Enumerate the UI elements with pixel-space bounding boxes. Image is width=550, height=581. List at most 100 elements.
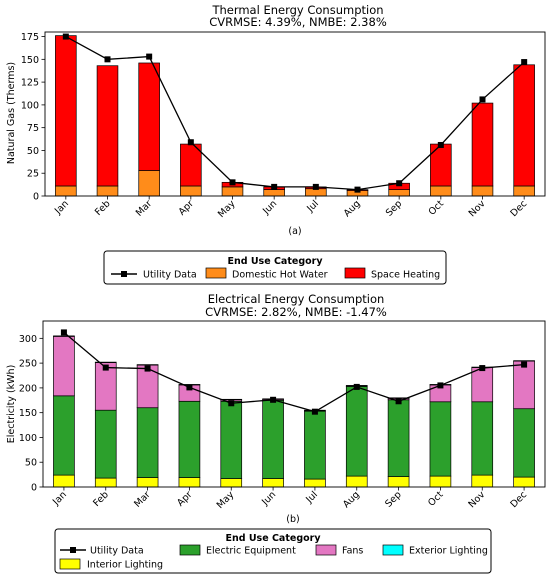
- chart-b-bar-jan-exterior-lighting: [53, 335, 75, 337]
- chart-a-utility-marker-apr: [187, 139, 194, 146]
- chart-a-xtick-label-dec: Dec: [509, 198, 530, 219]
- chart-a-utility-marker-aug: [354, 186, 361, 193]
- chart-b-bar-apr-electric-equipment: [178, 400, 201, 478]
- legend-b-interior-label: Interior Lighting: [87, 560, 163, 571]
- chart-b-axes-frame: [42, 320, 546, 488]
- chart-a-utility-marker-jun: [271, 183, 278, 190]
- legend-b-fans-swatch: [315, 544, 337, 556]
- legend-a-dhw-swatch: [205, 267, 227, 279]
- chart-b-xtick-label-nov: Nov: [466, 489, 487, 510]
- chart-a-bar-jan-space-heating: [55, 35, 77, 187]
- chart-b-xtick-label-may: May: [215, 489, 237, 511]
- chart-a-xtick-label-jul: Jul: [304, 198, 321, 215]
- legend-b-title: End Use Category: [225, 533, 321, 544]
- chart-b-bar-may-interior-lighting: [220, 478, 243, 488]
- chart-b-bar-dec-exterior-lighting: [513, 360, 535, 362]
- chart-a-title: Thermal Energy Consumption: [211, 3, 383, 17]
- chart-b-bar-jun-interior-lighting: [262, 478, 284, 488]
- chart-b-utility-marker-jul: [311, 408, 318, 415]
- chart-a-ytick-label: 50: [27, 146, 39, 157]
- chart-b-bar-dec-fans: [513, 360, 535, 410]
- chart-b-bar-may-electric-equipment: [220, 400, 243, 479]
- chart-a-ytick-label: 100: [21, 100, 39, 111]
- legend-b-utility-label: Utility Data: [90, 546, 144, 557]
- chart-b-bar-mar-exterior-lighting: [136, 364, 159, 366]
- chart-a-xtick-label-sep: Sep: [384, 198, 404, 218]
- legend-b-frame: [54, 528, 492, 574]
- chart-b-utility-marker-oct: [437, 382, 444, 389]
- chart-b-bar-sep-electric-equipment: [387, 399, 410, 477]
- chart-a-xtick-label-oct: Oct: [427, 198, 447, 218]
- legend-b-utility-marker: [70, 547, 76, 553]
- chart-b-utility-marker-mar: [144, 365, 151, 372]
- chart-a-bar-jun-domestic-hot-water: [263, 189, 285, 197]
- chart-a-ytick-label: 150: [21, 55, 39, 66]
- chart-b-bar-nov-interior-lighting: [471, 474, 494, 488]
- chart-a-plot: Jan Feb Mar Apr May Jun Jul Aug Sep Oct Nov Dec 0 25 5…: [21, 31, 546, 220]
- legend-a-dhw-label: Domestic Hot Water: [232, 270, 328, 281]
- chart-b-utility-marker-apr: [186, 384, 193, 391]
- legend-b-equipment-label: Electric Equipment: [206, 546, 296, 557]
- chart-b-bar-jun-electric-equipment: [262, 399, 284, 479]
- chart-a-xtick-label-jun: Jun: [260, 198, 279, 217]
- chart-a-ylabel: Natural Gas (Therms): [6, 62, 17, 164]
- legend-a-heating-label: Space Heating: [371, 270, 440, 281]
- chart-b-ytick-label: 150: [19, 408, 37, 419]
- chart-a-utility-marker-jul: [312, 183, 319, 190]
- chart-a-xtick-label-nov: Nov: [467, 198, 488, 219]
- chart-b-xtick-label-feb: Feb: [91, 489, 111, 509]
- chart-b-utility-marker-may: [228, 400, 235, 407]
- chart-a-bar-mar-domestic-hot-water: [138, 170, 160, 197]
- chart-b-xtick-label-jun: Jun: [259, 489, 278, 508]
- chart-b-xtick-label-jan: Jan: [50, 489, 69, 508]
- chart-b-bar-jan-interior-lighting: [53, 474, 75, 488]
- chart-b-utility-marker-sep: [395, 398, 402, 405]
- chart-b-ytick-label: 100: [19, 433, 37, 444]
- chart-b-bar-feb-electric-equipment: [94, 409, 117, 479]
- chart-a-utility-marker-feb: [104, 56, 111, 63]
- chart-b-ytick-label: 300: [19, 334, 37, 345]
- chart-b-bar-aug-electric-equipment: [345, 386, 368, 477]
- chart-b-ytick-label: 200: [19, 383, 37, 394]
- legend-b-exterior-swatch: [382, 544, 404, 556]
- chart-b-bar-nov-electric-equipment: [471, 401, 494, 476]
- chart-b-bar-oct-electric-equipment: [429, 401, 452, 477]
- legend-b-interior-swatch: [59, 558, 81, 570]
- chart-b-bar-sep-interior-lighting: [387, 476, 410, 488]
- legend-a-title: End Use Category: [227, 256, 323, 267]
- chart-b-bar-nov-fans: [471, 367, 494, 403]
- chart-b-bar-oct-interior-lighting: [429, 475, 452, 488]
- chart-a-utility-marker-mar: [146, 53, 153, 60]
- chart-a-bar-apr-space-heating: [180, 143, 202, 187]
- chart-a-bar-dec-space-heating: [513, 64, 535, 187]
- chart-a-ytick-label: 0: [33, 192, 39, 203]
- chart-a-bar-mar-space-heating: [138, 62, 160, 171]
- chart-b-utility-line: [63, 331, 525, 413]
- chart-a-xtick-label-may: May: [216, 198, 238, 220]
- chart-a-bar-may-domestic-hot-water: [221, 186, 244, 197]
- chart-b-plot: Jan Feb Mar Apr May Jun Jul Aug Sep Oct Nov Dec 0 50 1…: [19, 320, 546, 511]
- chart-b-utility-marker-nov: [479, 365, 486, 372]
- chart-b-xtick-label-jul: Jul: [303, 489, 320, 506]
- chart-a-bar-feb-domestic-hot-water: [96, 185, 119, 197]
- chart-a-bar-oct-space-heating: [430, 143, 452, 187]
- chart-b-bar-jul-electric-equipment: [304, 410, 326, 480]
- chart-b-xtick-label-mar: Mar: [132, 489, 153, 510]
- chart-b-bar-feb-exterior-lighting: [94, 361, 117, 363]
- chart-a-bar-jan-domestic-hot-water: [55, 185, 77, 197]
- chart-a-axes-frame: [44, 31, 546, 197]
- chart-a-xtick-label-mar: Mar: [134, 198, 155, 219]
- chart-b-caption: (b): [286, 514, 299, 525]
- chart-a-bar-sep-domestic-hot-water: [388, 189, 410, 197]
- chart-a-xtick-label-aug: Aug: [342, 198, 363, 219]
- chart-a-xtick-label-jan: Jan: [52, 198, 71, 217]
- chart-a-ytick-label: 175: [21, 32, 39, 43]
- chart-a-subtitle: CVRMSE: 4.39%, NMBE: 2.38%: [209, 15, 387, 29]
- legend-b-exterior-label: Exterior Lighting: [409, 546, 488, 557]
- chart-b-utility-marker-dec: [521, 361, 528, 368]
- chart-b-utility-marker-jun: [270, 396, 277, 403]
- chart-a-utility-marker-dec: [521, 59, 528, 66]
- chart-b-ylabel: Electricity (kWh): [6, 365, 17, 444]
- chart-a-utility-marker-nov: [479, 96, 486, 103]
